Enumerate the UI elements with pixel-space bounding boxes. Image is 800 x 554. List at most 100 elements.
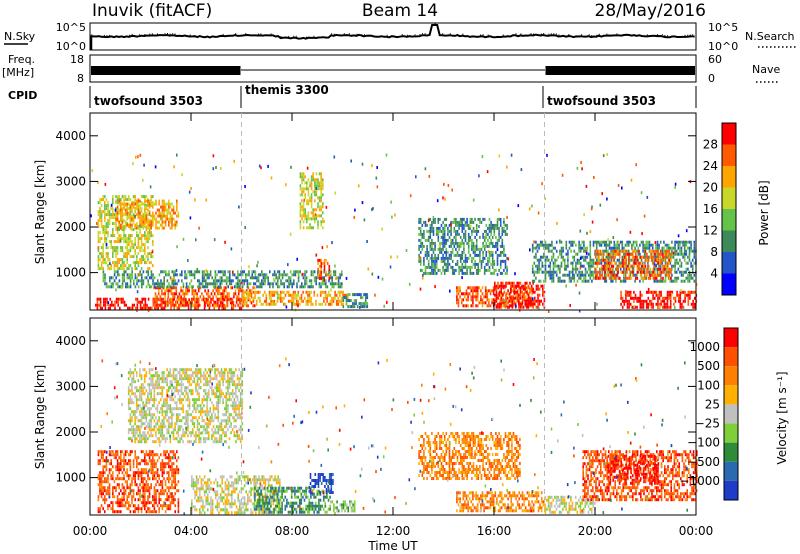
data-cell	[649, 276, 651, 280]
data-cell	[504, 232, 507, 236]
data-cell	[145, 261, 148, 265]
data-cell	[482, 217, 484, 221]
data-cell	[472, 304, 474, 308]
data-cell	[160, 285, 162, 289]
data-cell	[104, 276, 106, 280]
data-cell	[687, 255, 689, 259]
data-cell	[432, 265, 435, 269]
data-cell	[552, 261, 555, 265]
data-cell	[104, 465, 106, 469]
data-cell	[527, 299, 530, 303]
data-cell	[126, 243, 128, 247]
data-cell	[144, 211, 146, 215]
data-cell	[573, 273, 576, 277]
data-cell	[424, 223, 427, 227]
data-cell	[120, 300, 123, 304]
data-cell	[302, 211, 305, 215]
data-cell	[123, 465, 125, 469]
data-cell	[432, 247, 435, 251]
data-cell	[578, 240, 580, 244]
data-cell	[113, 213, 116, 217]
data-cell	[372, 207, 374, 211]
data-cell	[315, 178, 318, 182]
data-cell	[104, 303, 107, 307]
data-cell	[201, 273, 204, 277]
data-cell	[419, 220, 422, 224]
data-cell	[450, 265, 452, 269]
data-cell	[163, 205, 165, 209]
data-cell	[145, 217, 148, 221]
data-cell	[552, 246, 555, 250]
data-cell	[549, 243, 552, 247]
data-cell	[575, 252, 577, 256]
data-cell	[273, 273, 276, 277]
data-cell	[144, 258, 146, 262]
data-cell	[482, 256, 484, 260]
data-cell	[294, 290, 296, 294]
data-cell	[99, 507, 101, 511]
data-cell	[526, 290, 528, 294]
data-cell	[144, 237, 146, 241]
data-cell	[456, 241, 459, 245]
data-cell	[140, 501, 143, 505]
data-cell	[100, 225, 103, 229]
data-cell	[487, 238, 489, 242]
data-cell	[526, 299, 528, 303]
data-cell	[511, 302, 514, 306]
data-cell	[663, 267, 666, 271]
data-cell	[301, 187, 303, 191]
data-cell	[299, 187, 302, 191]
data-cell	[432, 217, 435, 221]
data-cell	[102, 252, 104, 256]
data-cell	[479, 256, 481, 260]
data-cell	[364, 302, 367, 306]
data-cell	[329, 282, 332, 286]
data-cell	[490, 220, 492, 224]
data-cell	[491, 256, 494, 260]
data-cell	[544, 273, 547, 277]
data-cell	[180, 304, 182, 308]
data-cell	[533, 273, 536, 277]
data-cell	[110, 207, 112, 211]
data-cell	[677, 267, 680, 271]
data-cell	[659, 267, 661, 271]
data-cell	[125, 270, 127, 274]
data-cell	[97, 231, 100, 235]
data-cell	[532, 302, 534, 306]
data-cell	[257, 285, 260, 289]
data-cell	[637, 258, 640, 262]
data-cell	[536, 270, 539, 274]
data-cell	[611, 267, 613, 271]
data-cell	[594, 240, 596, 244]
data-cell	[155, 223, 157, 227]
data-cell	[568, 276, 571, 280]
data-cell	[124, 264, 127, 268]
data-cell	[256, 279, 258, 283]
data-cell	[143, 297, 145, 301]
data-cell	[137, 237, 140, 241]
data-cell	[671, 246, 673, 250]
data-cell	[178, 298, 181, 302]
data-cell	[663, 270, 665, 274]
data-cell	[187, 303, 190, 307]
data-cell	[254, 276, 257, 280]
data-cell	[647, 287, 650, 291]
data-cell	[518, 302, 520, 306]
data-cell	[662, 276, 664, 280]
data-cell	[466, 223, 468, 227]
data-cell	[305, 276, 308, 280]
data-cell	[243, 302, 245, 306]
data-cell	[113, 261, 116, 265]
data-cell	[141, 273, 143, 277]
data-cell	[128, 474, 130, 478]
data-cell	[156, 214, 159, 218]
data-cell	[546, 153, 548, 157]
data-cell	[604, 264, 607, 268]
data-cell	[592, 276, 595, 280]
data-cell	[153, 498, 156, 502]
data-cell	[482, 244, 484, 248]
data-cell	[134, 223, 136, 227]
data-cell	[306, 202, 308, 206]
data-cell	[320, 172, 322, 176]
data-cell	[419, 256, 421, 260]
